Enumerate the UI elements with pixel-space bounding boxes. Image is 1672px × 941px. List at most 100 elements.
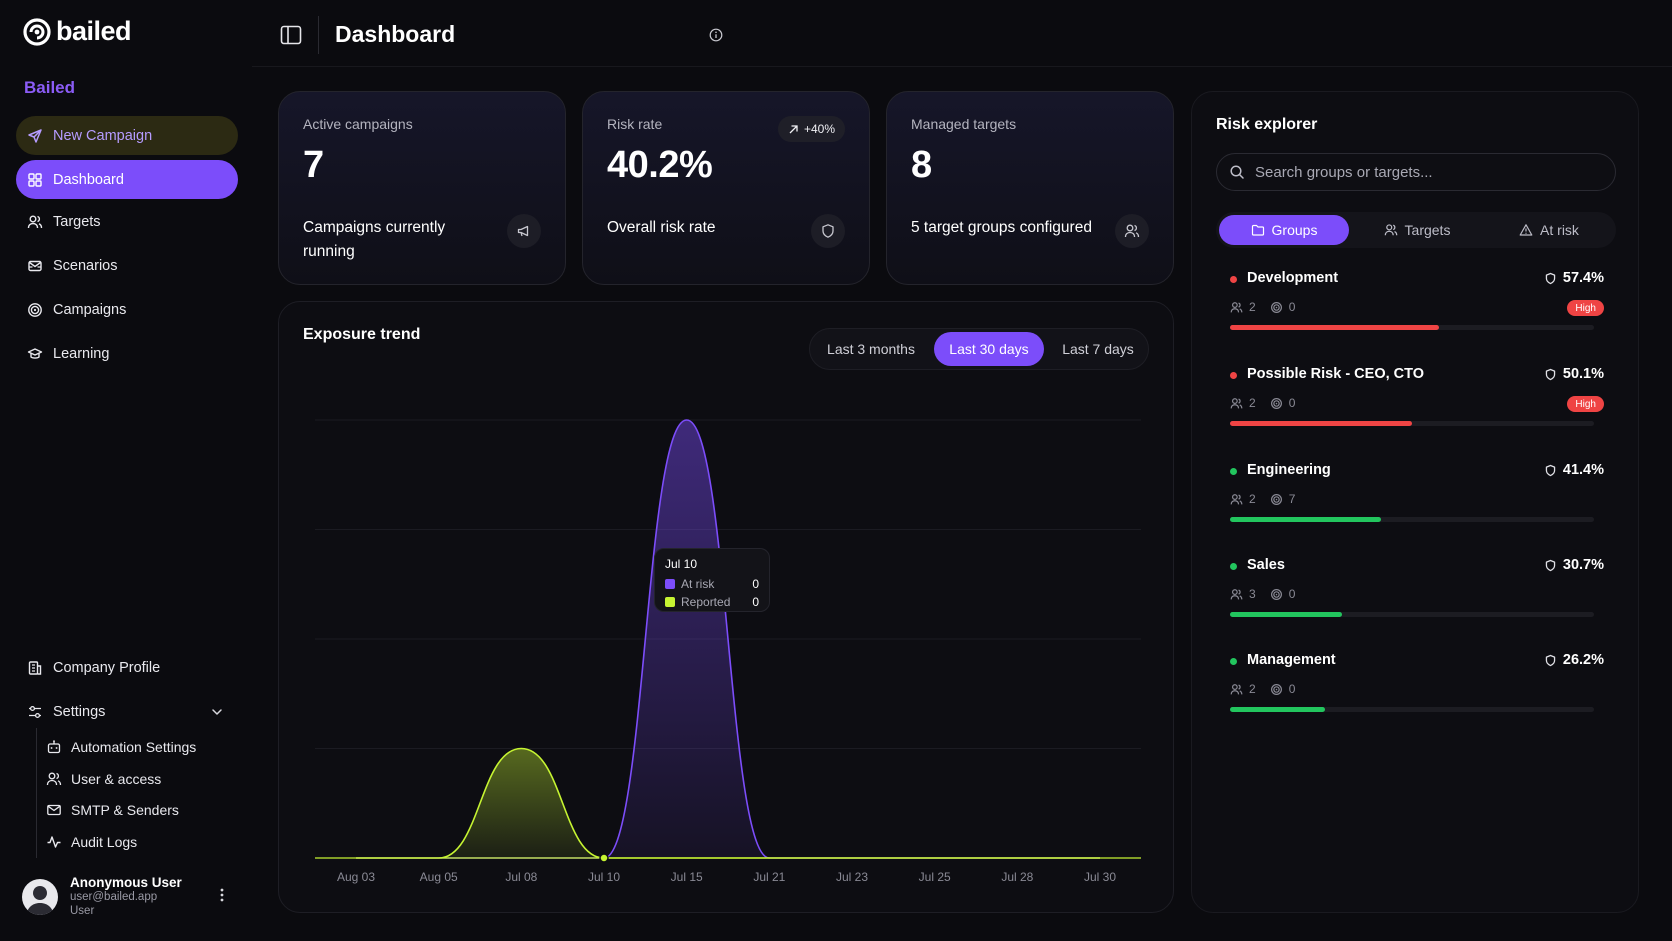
target-icon [1270,397,1282,409]
x-tick-label: Jul 23 [836,870,868,884]
risk-progress-track [1230,612,1594,617]
group-risk: 41.4% [1544,462,1604,478]
risk-progress-track [1230,325,1594,330]
stat-label: Risk rate [607,116,663,132]
member-count: 3 [1249,587,1256,601]
new-campaign-label: New Campaign [53,127,153,144]
activity-icon [47,836,61,848]
chart-tooltip: Jul 10 At risk 0 Reported 0 [654,548,770,612]
stat-icon-badge [811,214,845,248]
group-row[interactable]: Development 57.4% 2 0 High [1230,270,1604,350]
range-last-7-days[interactable]: Last 7 days [1062,341,1134,357]
robot-icon [47,740,61,754]
reported-swatch [665,597,675,607]
folder-icon [1251,224,1264,236]
group-row[interactable]: Engineering 41.4% 2 7 [1230,462,1604,542]
group-row[interactable]: Sales 30.7% 3 0 [1230,557,1604,637]
range-last-3-months[interactable]: Last 3 months [827,341,915,357]
info-icon[interactable] [709,28,723,42]
x-tick-label: Jul 08 [505,870,537,884]
group-meta: 2 0 [1230,682,1295,696]
status-dot [1230,372,1237,379]
users-icon [1230,588,1243,599]
tab-groups[interactable]: Groups [1219,215,1349,245]
sidebar-item-targets[interactable]: Targets [16,205,238,239]
users-icon [46,772,62,786]
member-count: 2 [1249,300,1256,314]
campaign-count: 0 [1288,682,1296,696]
status-dot [1230,563,1237,570]
group-name: Engineering [1247,462,1331,478]
sidebar-item-label: Campaigns [53,302,127,318]
users-icon [1230,397,1243,408]
settings-item-audit-logs[interactable]: Audit Logs [46,828,236,856]
status-dot [1230,658,1237,665]
sidebar-item-label: Dashboard [53,171,124,188]
risk-progress-track [1230,707,1594,712]
group-name: Sales [1247,557,1285,573]
campaign-count: 0 [1288,587,1296,601]
settings-item-user-access[interactable]: User & access [46,765,236,793]
stat-description: Overall risk rate [607,219,716,236]
more-vertical-icon[interactable] [214,886,230,904]
chevron-down-icon[interactable] [210,705,224,719]
risk-level-badge: High [1567,300,1604,316]
grid-icon [28,172,42,187]
x-tick-label: Jul 25 [919,870,951,884]
user-name: Anonymous User [70,875,182,890]
stat-icon-badge [1115,214,1149,248]
group-meta: 2 0 [1230,300,1295,314]
sidebar-item-dashboard[interactable]: Dashboard [16,160,238,199]
hover-point[interactable] [599,853,609,863]
sidebar-item-learning[interactable]: Learning [16,337,238,371]
new-campaign-button[interactable]: New Campaign [16,116,238,155]
stat-card-active-campaigns: Active campaigns 7 Campaigns currently r… [278,91,566,285]
tab-label: Targets [1404,222,1451,238]
tab-at-risk[interactable]: At risk [1484,215,1614,245]
time-range-selector: Last 3 months Last 30 days Last 7 days [809,328,1149,370]
group-row[interactable]: Possible Risk - CEO, CTO 50.1% 2 0 High [1230,366,1604,446]
sliders-icon [29,705,41,719]
group-name: Management [1247,652,1336,668]
brand-logo[interactable]: bailed [22,16,132,47]
sidebar-item-campaigns[interactable]: Campaigns [16,293,238,327]
users-icon [1230,301,1243,312]
organization-name: Bailed [24,78,76,97]
tab-label: At risk [1540,222,1579,238]
stat-value: 7 [303,144,324,186]
user-email: user@bailed.app [70,891,158,903]
search-box [1216,153,1616,191]
user-profile[interactable]: Anonymous User user@bailed.app User [22,875,182,918]
campaign-count: 0 [1288,396,1296,410]
stat-label: Managed targets [911,116,1017,132]
risk-progress-track [1230,421,1594,426]
sidebar-item-label: Scenarios [53,258,118,274]
group-risk: 50.1% [1544,366,1604,382]
group-row[interactable]: Management 26.2% 2 0 [1230,652,1604,732]
tab-targets[interactable]: Targets [1352,215,1482,245]
tooltip-label: Reported [681,595,731,609]
settings-item-smtp[interactable]: SMTP & Senders [46,796,236,824]
sidebar-item-company-profile[interactable]: Company Profile [16,651,238,685]
group-name: Development [1247,270,1339,286]
sidebar-item-settings[interactable]: Settings [16,695,238,729]
settings-item-automation[interactable]: Automation Settings [46,733,236,761]
user-avatar-icon [26,885,54,915]
exposure-trend-card: Aug 03 Aug 05 Jul 08 Jul 10 Jul 15 Jul 21 Jul … [278,301,1174,913]
users-icon [1230,493,1243,504]
settings-tree-line [36,728,37,858]
tooltip-row-at-risk: At risk 0 [665,575,759,593]
building-icon [28,661,42,675]
settings-item-label: User & access [71,771,162,787]
sidebar-toggle-icon[interactable] [280,24,302,46]
range-last-30-days[interactable]: Last 30 days [934,332,1044,366]
tab-label: Groups [1271,222,1318,238]
sidebar-item-scenarios[interactable]: Scenarios [16,249,238,283]
users-icon [1124,224,1140,238]
page-title: Dashboard [335,21,456,47]
header-divider [318,16,319,54]
search-input[interactable] [1255,163,1595,181]
envelope-icon [28,260,42,272]
tooltip-row-reported: Reported 0 [665,593,759,611]
shield-icon [1545,464,1556,476]
